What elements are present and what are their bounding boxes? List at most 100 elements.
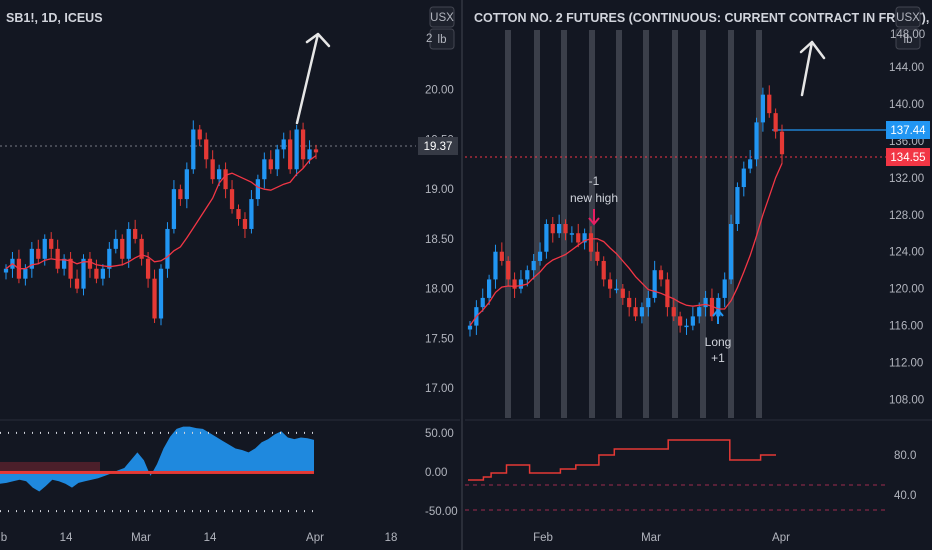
left-last-price-label: 19.37 <box>424 141 453 153</box>
right-partial-tick: 148.00 <box>890 29 925 41</box>
oscillator-signal-line <box>0 470 314 474</box>
candle-body <box>139 238 144 259</box>
candle-body <box>288 139 293 170</box>
candle-body <box>652 270 657 298</box>
left-chart-panel[interactable]: SB1!, 1D, ICEUS USX lb 2 20.0019.5019.00… <box>0 6 460 544</box>
oscillator-area <box>0 426 314 492</box>
candle-body <box>690 316 695 326</box>
date-tick-label: Mar <box>131 532 151 544</box>
candle-body <box>531 260 536 271</box>
right-currency-box[interactable] <box>895 6 921 28</box>
oscillator-tick-label: 50.00 <box>425 428 454 440</box>
right-chart-title: COTTON NO. 2 FUTURES (CONTINUOUS: CURREN… <box>474 11 932 25</box>
candle-body <box>595 251 600 261</box>
candle-body <box>684 325 689 328</box>
candle-body <box>23 268 28 279</box>
buy-signal-arrow-icon <box>712 308 724 324</box>
price-tick-label: 112.00 <box>889 358 923 370</box>
candle-body <box>716 297 721 317</box>
candle-body <box>518 279 524 289</box>
candle-body <box>171 189 177 229</box>
right-date-axis: Feb Mar Apr <box>533 532 790 544</box>
highlight-stripe <box>643 30 649 418</box>
candle-body <box>697 307 702 317</box>
candle-body <box>268 159 273 170</box>
candle-body <box>300 129 306 160</box>
oscillator-step-line <box>468 439 776 481</box>
candle-body <box>665 279 670 308</box>
highlight-stripe <box>616 30 622 418</box>
candle-body <box>601 260 606 280</box>
candle-body <box>255 179 261 200</box>
left-currency-box[interactable] <box>429 6 455 28</box>
candle-body <box>178 189 183 200</box>
left-currency-label: USX <box>430 12 454 24</box>
highlight-stripe <box>700 30 706 418</box>
right-unit-label: lb <box>904 34 913 46</box>
price-tick-label: 19.00 <box>425 184 454 196</box>
candle-body <box>36 248 41 259</box>
candle-body <box>55 248 60 269</box>
left-up-arrow <box>295 32 331 125</box>
right-blue-price-box <box>886 121 930 139</box>
candle-body <box>620 288 625 298</box>
candle-body <box>242 219 248 229</box>
candle-body <box>639 307 645 317</box>
candle-body <box>748 159 753 169</box>
candle-body <box>741 168 746 188</box>
price-tick-label: 108.00 <box>889 395 924 407</box>
price-tick-label: 18.00 <box>425 284 454 296</box>
price-tick-label: 128.00 <box>889 210 924 222</box>
price-tick-label: 124.00 <box>889 247 924 259</box>
price-tick-label: 18.50 <box>425 234 454 246</box>
highlight-stripe <box>534 30 540 418</box>
candle-body <box>614 288 619 291</box>
candle-body <box>588 233 594 252</box>
candle-body <box>754 122 759 160</box>
candle-body <box>94 268 99 279</box>
price-tick-label: 17.00 <box>425 383 454 395</box>
candle-body <box>68 258 73 279</box>
candle-body <box>262 159 267 180</box>
candle-body <box>100 268 106 279</box>
left-moving-average-line <box>5 155 317 270</box>
candle-body <box>633 307 638 317</box>
left-unit-label: lb <box>438 34 447 46</box>
candle-body <box>563 224 568 234</box>
candle-body <box>113 238 118 249</box>
candle-body <box>249 199 254 229</box>
candle-body <box>223 169 228 190</box>
left-date-axis: b 14 Mar 14 Apr 18 <box>1 532 398 544</box>
left-chart-title: SB1!, 1D, ICEUS <box>6 11 103 25</box>
candle-body <box>229 189 235 210</box>
candle-body <box>107 248 112 269</box>
oscillator-tick-label: -50.00 <box>425 506 458 518</box>
candle-body <box>499 251 504 261</box>
left-oscillator <box>0 426 314 513</box>
candle-body <box>184 169 189 200</box>
candle-body <box>294 129 299 170</box>
candle-body <box>487 279 492 298</box>
right-unit-box[interactable] <box>895 28 921 50</box>
left-unit-box[interactable] <box>429 28 455 50</box>
candle-body <box>773 113 778 132</box>
annotation-plus-one: +1 <box>711 351 725 365</box>
highlight-stripe <box>505 30 511 418</box>
highlight-stripe <box>756 30 762 418</box>
candle-body <box>728 224 734 280</box>
right-blue-price-label: 137.44 <box>890 125 926 137</box>
candle-body <box>537 251 543 261</box>
date-tick-label: 18 <box>385 532 398 544</box>
price-tick-label: 132.00 <box>889 173 924 185</box>
candle-body <box>779 131 785 155</box>
candle-body <box>678 316 683 326</box>
right-red-price-box <box>886 148 930 166</box>
candle-body <box>722 279 727 298</box>
candle-body <box>525 270 530 280</box>
right-red-price-label: 134.55 <box>890 152 925 164</box>
candle-body <box>576 233 581 243</box>
right-chart-panel[interactable]: -1 new high Long +1 COTTON NO. 2 FUTURES… <box>465 6 932 544</box>
candle-body <box>3 268 9 273</box>
candle-body <box>87 258 93 269</box>
price-tick-label: 144.00 <box>889 62 924 74</box>
